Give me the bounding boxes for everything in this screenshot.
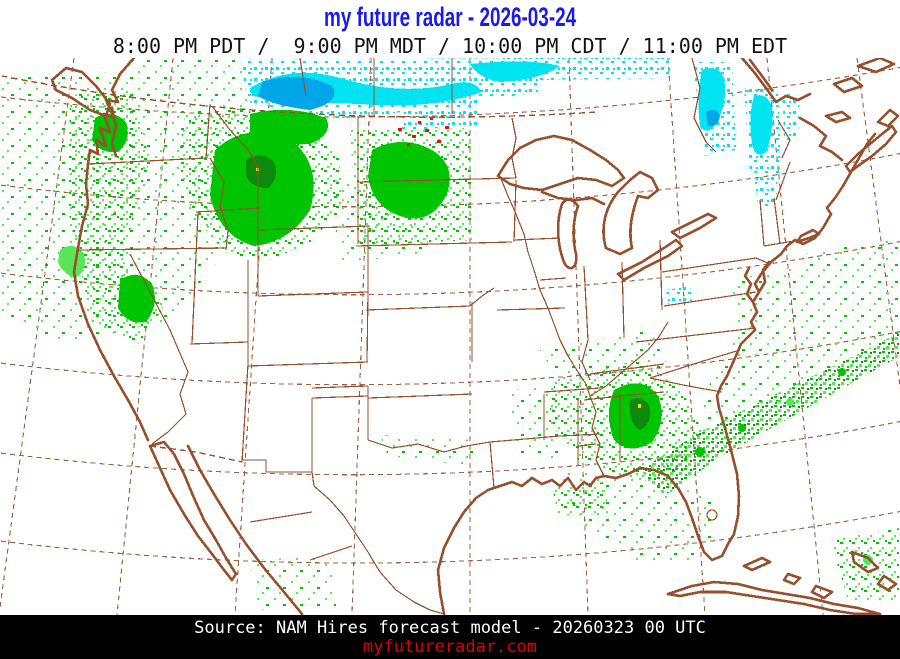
time-strip: 8:00 PM PDT / 9:00 PM MDT / 10:00 PM CDT… — [112, 34, 788, 58]
site-link[interactable]: myfutureradar.com — [363, 637, 537, 657]
coastlines — [50, 58, 900, 615]
radar-map — [0, 58, 900, 615]
national-borders — [0, 74, 599, 463]
precip-mixed-specks — [398, 117, 449, 146]
footer-bar: Source: NAM Hires forecast model - 20260… — [0, 615, 900, 659]
header: 8:00 PM PDT / 9:00 PM MDT / 10:00 PM CDT… — [0, 0, 900, 58]
state-borders — [77, 58, 801, 615]
page-title: 8:00 PM PDT / 9:00 PM MDT / 10:00 PM CDT… — [0, 0, 900, 33]
precip-snow-prairies — [240, 58, 670, 145]
precip-rain-north-dakota — [350, 88, 480, 246]
precip-rain-southeast — [510, 330, 702, 482]
precip-layer — [0, 58, 900, 610]
source-text: Source: NAM Hires forecast model - 20260… — [194, 618, 706, 638]
precip-rain-atlantic-band — [640, 238, 900, 496]
page-title-text: my future radar - 2026-03-24 — [323, 2, 577, 32]
precip-rain-gulf — [250, 435, 900, 610]
precip-snow-quebec-new-england — [666, 62, 800, 304]
precip-rain-pacific-northwest — [0, 60, 252, 345]
